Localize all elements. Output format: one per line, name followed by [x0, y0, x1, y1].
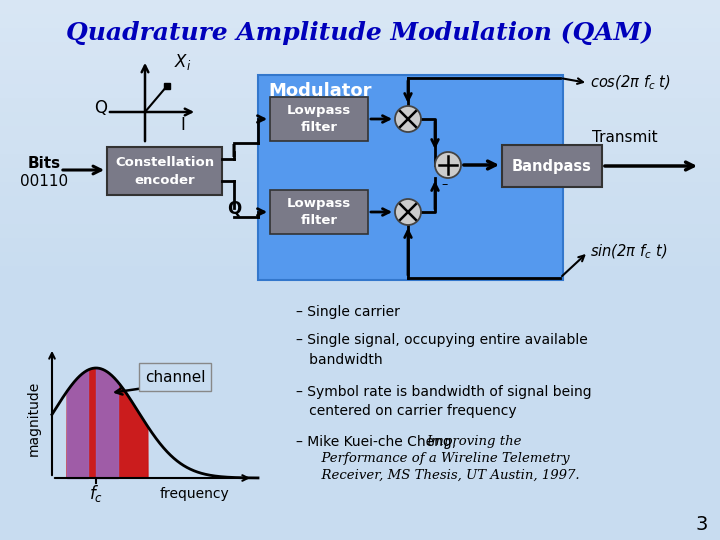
Text: I: I	[231, 143, 237, 161]
Text: Receiver, MS Thesis, UT Austin, 1997.: Receiver, MS Thesis, UT Austin, 1997.	[296, 469, 580, 482]
Bar	[0, 42, 720, 56]
Text: frequency: frequency	[160, 487, 230, 501]
Bar	[0, 70, 720, 84]
Text: Constellation
encoder: Constellation encoder	[115, 156, 214, 186]
Text: – Symbol rate is bandwidth of signal being
   centered on carrier frequency: – Symbol rate is bandwidth of signal bei…	[296, 385, 592, 418]
Text: Lowpass
filter: Lowpass filter	[287, 104, 351, 134]
Polygon shape	[67, 368, 148, 478]
Text: 3: 3	[696, 515, 708, 534]
Bar	[0, 210, 720, 224]
Bar	[0, 154, 720, 168]
Bar	[0, 56, 720, 70]
Bar	[0, 196, 720, 210]
Bar	[0, 0, 720, 14]
Text: cos(2$\pi$ $f_c$ $t$): cos(2$\pi$ $f_c$ $t$)	[590, 74, 671, 92]
Text: –: –	[442, 179, 448, 192]
Text: channel: channel	[145, 369, 205, 384]
Text: magnitude: magnitude	[27, 380, 41, 456]
Bar	[0, 252, 720, 266]
Circle shape	[395, 106, 421, 132]
Circle shape	[395, 199, 421, 225]
Text: Quadrature Amplitude Modulation (QAM): Quadrature Amplitude Modulation (QAM)	[66, 21, 654, 45]
Text: I: I	[181, 116, 186, 134]
FancyBboxPatch shape	[502, 145, 602, 187]
Text: – Mike Kuei-che Cheng,: – Mike Kuei-che Cheng,	[296, 435, 461, 449]
Text: Improving the: Improving the	[426, 435, 521, 448]
Text: Q: Q	[94, 99, 107, 117]
Text: Lowpass
filter: Lowpass filter	[287, 197, 351, 227]
Text: $f_c$: $f_c$	[89, 483, 103, 504]
FancyBboxPatch shape	[270, 97, 368, 141]
Text: 00110: 00110	[20, 174, 68, 190]
FancyBboxPatch shape	[107, 147, 222, 195]
Bar	[0, 224, 720, 238]
Text: Q: Q	[227, 199, 241, 217]
Bar	[0, 84, 720, 98]
Text: Bits: Bits	[28, 156, 61, 171]
FancyBboxPatch shape	[258, 75, 563, 280]
Text: Bandpass: Bandpass	[512, 159, 592, 173]
Text: – Single signal, occupying entire available
   bandwidth: – Single signal, occupying entire availa…	[296, 333, 588, 367]
Bar	[0, 168, 720, 182]
Bar	[0, 14, 720, 28]
Bar	[0, 238, 720, 252]
Text: – Single carrier: – Single carrier	[296, 305, 400, 319]
Bar	[0, 126, 720, 140]
Bar	[0, 266, 720, 280]
Text: $X_i$: $X_i$	[174, 52, 192, 72]
Text: Modulator: Modulator	[268, 82, 372, 100]
Bar	[0, 140, 720, 154]
Text: sin(2$\pi$ $f_c$ $t$): sin(2$\pi$ $f_c$ $t$)	[590, 243, 667, 261]
Bar	[0, 112, 720, 126]
Circle shape	[435, 152, 461, 178]
Bar	[0, 98, 720, 112]
FancyBboxPatch shape	[270, 190, 368, 234]
Bar	[0, 28, 720, 42]
Text: Transmit: Transmit	[592, 131, 658, 145]
Text: Performance of a Wireline Telemetry: Performance of a Wireline Telemetry	[296, 452, 570, 465]
Bar	[0, 182, 720, 196]
